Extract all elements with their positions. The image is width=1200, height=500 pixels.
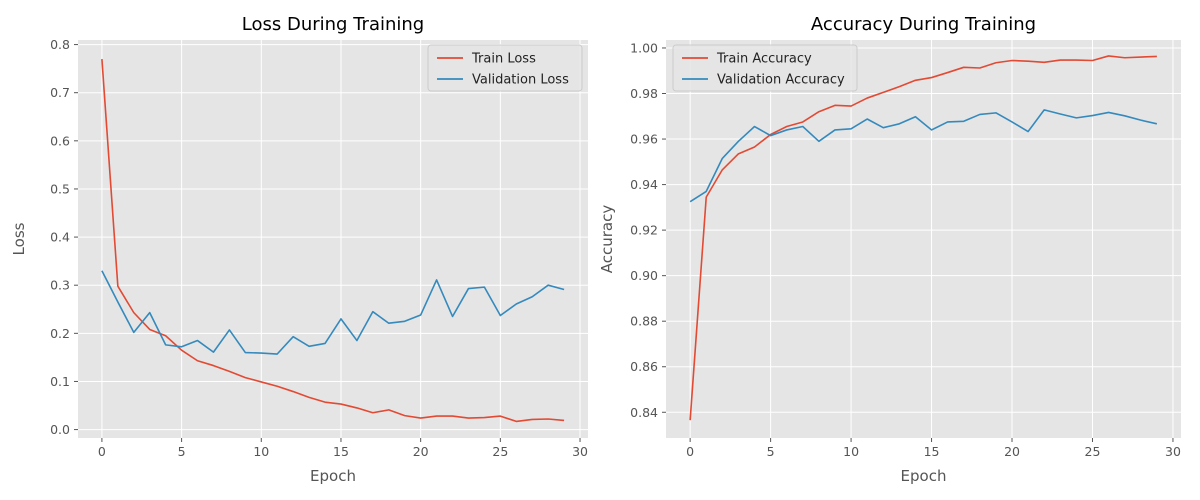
legend-label: Validation Accuracy (717, 73, 845, 88)
x-tick-label: 0 (98, 444, 106, 459)
series-line-2 (689, 109, 1158, 203)
chart-title: Accuracy During Training (811, 14, 1036, 35)
x-axis-label: Epoch (901, 467, 947, 485)
y-tick-label: 0.4 (50, 230, 70, 245)
y-tick-label: 0.96 (630, 132, 658, 147)
legend: Train Accuracy Validation Accuracy (672, 44, 858, 92)
y-tick-label: 0.84 (630, 405, 658, 420)
x-tick-label: 30 (1165, 444, 1181, 459)
y-tick-label: 0.5 (50, 181, 70, 196)
x-tick-label: 20 (1004, 444, 1020, 459)
y-tick-label: 0.98 (630, 86, 658, 101)
x-tick-label: 0 (686, 444, 694, 459)
y-tick-label: 0.3 (50, 278, 70, 293)
legend-label: Train Accuracy (716, 52, 812, 67)
y-tick-label: 0.88 (630, 314, 658, 329)
y-tick-label: 1.00 (630, 40, 658, 55)
x-tick-label: 15 (924, 444, 940, 459)
legend-label: Validation Loss (472, 73, 569, 88)
y-tick-label: 0.94 (630, 177, 658, 192)
series-line-1 (101, 58, 565, 423)
y-tick-label: 0.90 (630, 268, 658, 283)
plot-background (78, 40, 588, 438)
x-tick-label: 5 (767, 444, 775, 459)
x-tick-label: 10 (843, 444, 859, 459)
y-tick-label: 0.1 (50, 374, 70, 389)
chart-2: 0 5 10 15 20 25 30 0.84 0.86 0.88 0.90 0.92 0.94 0.96… (598, 14, 1181, 485)
x-axis-label: Epoch (310, 467, 356, 485)
legend-label: Train Loss (471, 52, 536, 67)
legend: Train Loss Validation Loss (427, 44, 583, 92)
y-tick-label: 0.8 (50, 37, 70, 52)
x-tick-label: 10 (253, 444, 269, 459)
y-axis-label: Accuracy (598, 205, 616, 274)
plot-background (666, 40, 1181, 438)
y-axis-label: Loss (10, 222, 28, 255)
x-tick-label: 25 (1085, 444, 1101, 459)
series-line-1 (689, 55, 1157, 421)
x-tick-label: 15 (333, 444, 349, 459)
y-tick-label: 0.92 (630, 223, 658, 238)
y-tick-label: 0.7 (50, 85, 70, 100)
chart-title: Loss During Training (242, 14, 424, 35)
x-tick-label: 25 (492, 444, 508, 459)
x-tick-label: 30 (572, 444, 588, 459)
y-tick-label: 0.2 (50, 326, 70, 341)
series-line-2 (101, 270, 565, 355)
chart-1: 0 5 10 15 20 25 30 0.0 0.1 0.2 0.3 0.4 0.5 0.6 0.7 0.8 L… (10, 14, 588, 485)
legend-box (427, 44, 583, 92)
y-tick-label: 0.6 (50, 133, 70, 148)
legend-box (672, 44, 858, 92)
x-tick-label: 5 (178, 444, 186, 459)
y-tick-label: 0.86 (630, 359, 658, 374)
x-tick-label: 20 (413, 444, 429, 459)
y-tick-label: 0.0 (50, 422, 70, 437)
